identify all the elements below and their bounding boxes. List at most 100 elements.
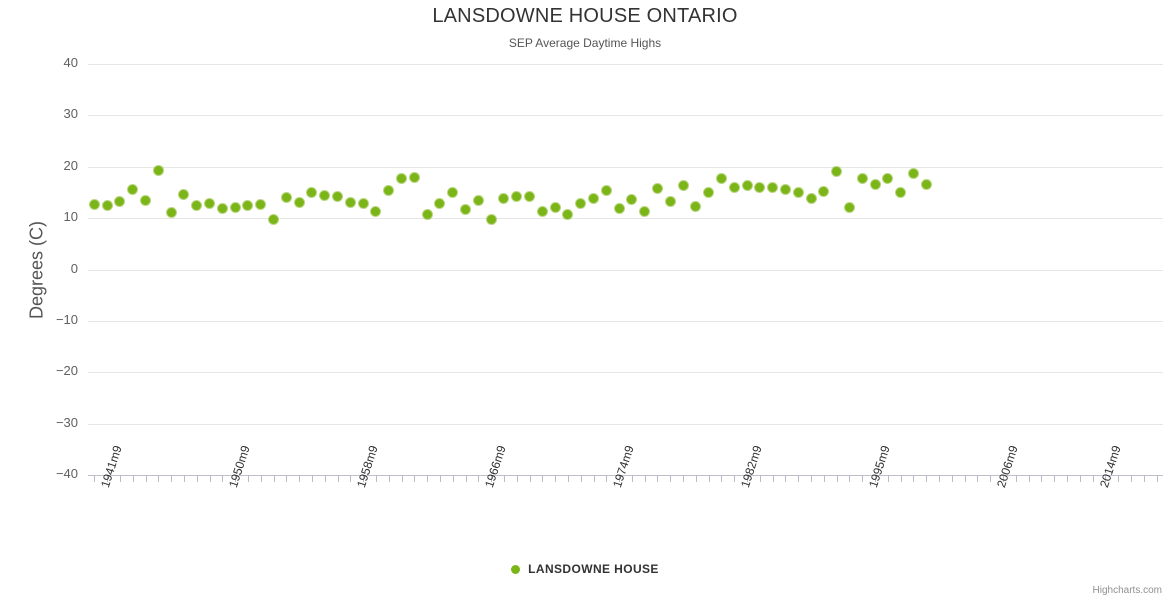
data-point[interactable] <box>550 202 560 212</box>
data-point[interactable] <box>230 202 240 212</box>
x-axis-tick <box>273 475 275 482</box>
data-point[interactable] <box>89 200 99 210</box>
data-point[interactable] <box>307 187 317 197</box>
data-point[interactable] <box>397 174 407 184</box>
x-axis-tick <box>977 475 979 482</box>
data-point[interactable] <box>883 174 893 184</box>
x-axis-tick <box>478 475 480 482</box>
data-point[interactable] <box>243 201 253 211</box>
data-point[interactable] <box>115 196 125 206</box>
data-point[interactable] <box>806 194 816 204</box>
data-point[interactable] <box>793 188 803 198</box>
x-axis-tick <box>926 475 928 482</box>
data-point[interactable] <box>537 206 547 216</box>
data-point[interactable] <box>217 203 227 213</box>
data-point[interactable] <box>153 165 163 175</box>
data-point[interactable] <box>857 173 867 183</box>
data-point[interactable] <box>422 209 432 219</box>
data-point[interactable] <box>742 181 752 191</box>
data-point[interactable] <box>345 198 355 208</box>
data-point[interactable] <box>819 186 829 196</box>
x-axis-tick <box>1118 475 1120 482</box>
data-point[interactable] <box>281 192 291 202</box>
x-axis-tick <box>1003 475 1005 482</box>
data-point[interactable] <box>780 184 790 194</box>
data-point[interactable] <box>128 184 138 194</box>
data-point[interactable] <box>461 205 471 215</box>
data-point[interactable] <box>921 179 931 189</box>
y-axis-tick-label: 0 <box>70 260 78 276</box>
data-point[interactable] <box>768 183 778 193</box>
x-axis-tick <box>1067 475 1069 482</box>
data-point[interactable] <box>563 209 573 219</box>
data-point[interactable] <box>179 189 189 199</box>
x-axis-tick <box>836 475 838 482</box>
plot-area: 40 30 20 10 0 −10 −20 −30 −40 <box>56 55 1163 481</box>
data-point[interactable] <box>448 187 458 197</box>
x-axis-tick <box>695 475 697 482</box>
data-point[interactable] <box>589 194 598 204</box>
x-axis-tick <box>324 475 326 482</box>
data-point[interactable] <box>576 198 586 208</box>
data-point[interactable] <box>358 199 368 209</box>
data-point[interactable] <box>729 183 739 193</box>
x-axis-tick <box>414 475 416 482</box>
gridline-y <box>88 115 1163 117</box>
data-point[interactable] <box>102 200 112 210</box>
data-point[interactable] <box>192 201 202 211</box>
data-point[interactable] <box>832 166 842 176</box>
data-point[interactable] <box>601 186 611 196</box>
x-axis-tick <box>606 475 608 482</box>
data-point[interactable] <box>320 190 330 200</box>
data-point[interactable] <box>627 194 637 204</box>
data-point[interactable] <box>755 182 765 192</box>
legend-item-label[interactable]: LANSDOWNE HOUSE <box>528 562 659 576</box>
data-point[interactable] <box>716 174 726 184</box>
data-point[interactable] <box>205 198 215 208</box>
data-point[interactable] <box>665 197 675 207</box>
x-axis-tick <box>171 475 173 482</box>
x-axis-tick <box>1105 475 1107 482</box>
data-point[interactable] <box>896 188 906 198</box>
data-point[interactable] <box>614 203 624 213</box>
x-axis-tick <box>555 475 557 482</box>
data-point[interactable] <box>256 200 266 210</box>
data-point[interactable] <box>652 184 662 194</box>
data-point[interactable] <box>499 193 509 203</box>
data-point[interactable] <box>371 206 381 216</box>
x-axis-tick <box>337 475 339 482</box>
x-axis-tick <box>209 475 211 482</box>
data-point[interactable] <box>269 214 279 224</box>
data-point[interactable] <box>844 202 854 212</box>
data-point[interactable] <box>512 192 522 202</box>
data-point[interactable] <box>486 215 496 225</box>
data-point[interactable] <box>908 168 918 178</box>
data-point[interactable] <box>294 197 304 207</box>
x-axis-tick <box>798 475 800 482</box>
legend-marker-icon <box>511 564 521 574</box>
x-axis-tick <box>849 475 851 482</box>
data-point[interactable] <box>409 172 419 182</box>
data-point[interactable] <box>678 181 688 191</box>
data-point[interactable] <box>640 206 650 216</box>
data-point[interactable] <box>333 192 343 202</box>
data-point[interactable] <box>525 192 535 202</box>
data-point[interactable] <box>473 195 483 205</box>
x-axis-tick <box>670 475 672 482</box>
credits-label[interactable]: Highcharts.com <box>1092 585 1162 596</box>
x-axis-tick <box>503 475 505 482</box>
data-point[interactable] <box>384 186 394 196</box>
x-axis-tick <box>721 475 723 482</box>
data-point[interactable] <box>166 208 176 218</box>
data-point[interactable] <box>691 201 701 211</box>
x-axis-tick <box>427 475 429 482</box>
data-point[interactable] <box>435 199 445 209</box>
x-axis-tick <box>580 475 582 482</box>
data-point[interactable] <box>870 180 880 190</box>
chart-legend[interactable]: LANSDOWNE HOUSE <box>0 562 1170 576</box>
data-point[interactable] <box>141 195 151 205</box>
y-axis-tick-label: 40 <box>63 55 78 70</box>
data-point[interactable] <box>704 188 714 198</box>
x-axis-tick <box>388 475 390 482</box>
y-axis-tick-label: −10 <box>55 311 78 327</box>
